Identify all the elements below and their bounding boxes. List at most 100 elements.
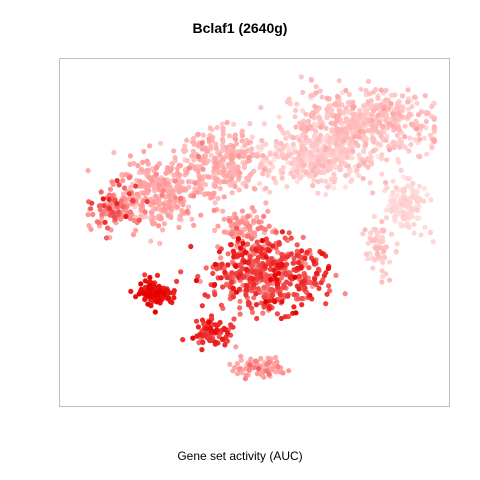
scatter-point [313,84,319,90]
scatter-point [229,155,236,161]
scatter-point [206,319,212,325]
scatter-point [282,314,288,320]
scatter-point [364,251,370,257]
scatter-point [212,291,218,298]
scatter-point [166,295,172,301]
scatter-point [222,269,228,275]
scatter-point [278,315,284,322]
scatter-point [247,172,253,178]
scatter-point [237,298,243,304]
scatter-point [106,206,113,212]
scatter-point [411,189,417,195]
scatter-point [291,304,297,310]
scatter-point [384,133,390,139]
scatter-point [220,156,226,162]
scatter-point [259,246,265,252]
scatter-point [265,208,271,214]
scatter-point [361,103,367,109]
scatter-point [290,141,296,147]
scatter-point [149,210,155,216]
scatter-point [276,123,282,130]
scatter-point [277,147,283,153]
scatter-point [389,206,395,212]
scatter-point [393,185,399,191]
scatter-point [361,129,367,135]
scatter-point [288,160,294,166]
scatter-point [276,241,282,247]
scatter-point [234,289,240,295]
scatter-point [149,218,155,224]
scatter-point [239,208,245,214]
scatter-point [294,242,300,248]
scatter-point [269,292,275,299]
scatter-point [323,178,329,184]
scatter-point [217,152,223,158]
scatter-point [284,271,290,277]
scatter-point [414,215,420,221]
scatter-point [383,97,389,103]
scatter-point [418,232,424,238]
scatter-point [317,88,323,94]
scatter-point [137,178,143,184]
scatter-point [334,128,340,135]
scatter-point [200,181,206,187]
scatter-point [386,106,392,112]
scatter-point [279,175,285,181]
scatter-point [337,164,343,170]
scatter-point [361,160,367,166]
scatter-point [372,257,378,263]
scatter-point [224,153,230,159]
scatter-point [396,159,402,165]
scatter-point [324,95,330,101]
scatter-point [153,292,159,298]
scatter-point [373,124,379,130]
scatter-point [357,128,363,134]
scatter-point [321,273,327,279]
scatter-point [405,99,411,105]
scatter-point [140,190,146,196]
scatter-point [370,237,376,243]
scatter-point [275,262,281,268]
scatter-point [348,178,354,184]
scatter-point [254,153,260,159]
scatter-point [147,294,153,300]
scatter-point [317,115,323,122]
scatter-point [256,366,262,372]
scatter-point [203,265,209,271]
scatter-point [259,250,265,257]
scatter-point [315,190,321,196]
scatter-point [100,196,106,202]
scatter-point [218,275,224,281]
scatter-point [127,216,134,222]
scatter-point [414,207,420,213]
scatter-point [344,149,350,155]
scatter-point [90,211,96,218]
chart-title: Bclaf1 (2640g) [192,20,288,36]
scatter-point [106,196,112,203]
scatter-point [224,274,230,281]
scatter-point [333,272,339,278]
scatter-point [357,112,363,118]
scatter-point [361,148,367,154]
scatter-point [103,235,110,241]
scatter-point [417,136,423,142]
scatter-point [371,213,377,220]
scatter-point [303,134,309,140]
scatter-point [258,355,264,362]
scatter-point [242,259,248,265]
scatter-point [259,137,265,144]
scatter-point [96,219,102,226]
scatter-point [398,223,404,229]
scatter-point [225,330,231,336]
scatter-point [396,110,402,116]
scatter-point [399,201,405,207]
scatter-point [273,143,279,149]
scatter-point [140,198,146,204]
scatter-point [193,277,199,284]
scatter-point [316,285,322,291]
scatter-point [274,277,280,283]
scatter-point [240,240,246,247]
scatter-point [292,114,298,120]
scatter-point [239,138,245,144]
scatter-point [127,184,134,191]
